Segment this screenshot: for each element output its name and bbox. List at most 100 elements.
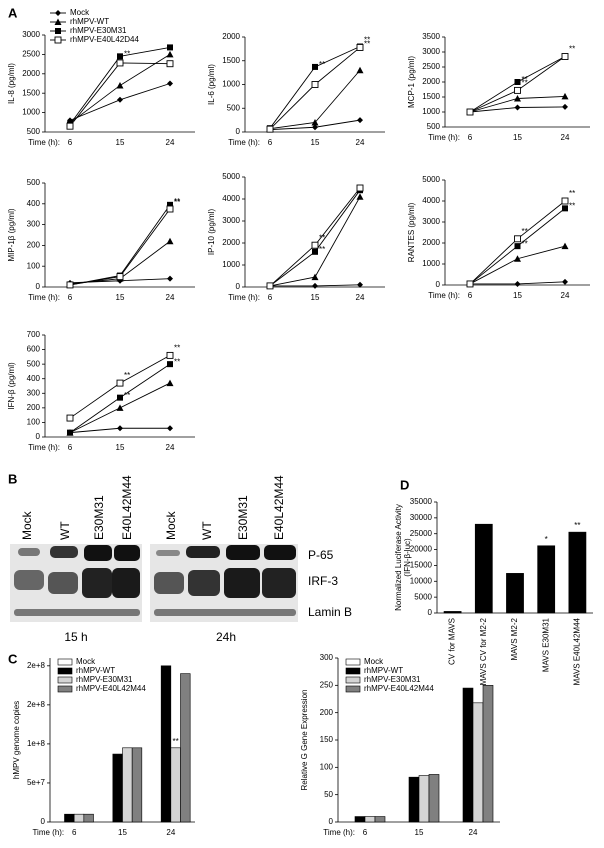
x-tick-label: 24 — [356, 293, 365, 302]
marker — [166, 351, 174, 359]
y-tick-label: 200 — [27, 241, 41, 250]
bar — [443, 611, 462, 614]
legend-swatch — [345, 685, 361, 693]
legend-label: rhMPV-WT — [76, 666, 115, 675]
y-tick-label: 0 — [428, 608, 433, 617]
y-tick-label: 200 — [27, 403, 41, 412]
y-tick-label: 1e+8 — [27, 739, 46, 748]
marker — [117, 425, 123, 432]
bar — [64, 813, 75, 823]
bar — [131, 747, 143, 823]
y-tick-label: 30000 — [410, 513, 433, 522]
marker — [67, 429, 73, 436]
marker — [514, 255, 521, 262]
x-tick-label: 6 — [68, 138, 73, 147]
time-label: 15 h — [64, 630, 87, 644]
legend-label: rhMPV-E30M31 — [70, 26, 127, 35]
y-tick-label: 25000 — [410, 529, 433, 538]
legend-label: rhMPV-E30M31 — [364, 675, 421, 684]
lane-label: E40L42M44 — [120, 475, 134, 540]
x-tick-label: 15 — [116, 293, 125, 302]
marker — [117, 394, 123, 401]
band — [156, 550, 180, 556]
marker — [514, 95, 521, 102]
y-tick-label: 300 — [27, 220, 41, 229]
x-tick-label: 15 — [513, 133, 522, 142]
y-axis-label: RANTES (pg/ml) — [407, 202, 416, 262]
significance: ** — [522, 75, 528, 84]
y-axis-label: hMPV genome copies — [12, 701, 21, 779]
y-tick-label: 2000 — [422, 238, 440, 247]
legend-label: Mock — [364, 657, 384, 666]
band — [14, 609, 140, 616]
x-tick-label: 6 — [68, 293, 73, 302]
x-tick-label: MAVS M2-2 — [510, 617, 519, 660]
y-tick-label: 2000 — [222, 32, 240, 41]
bar — [428, 774, 440, 823]
y-tick-label: 2e+8 — [27, 700, 46, 709]
significance: ** — [174, 344, 180, 353]
panel-label: C — [8, 651, 18, 666]
panel-label: D — [400, 477, 409, 492]
legend-swatch — [57, 667, 73, 675]
significance: ** — [364, 40, 370, 49]
x-tick-label: MAVS E40L42M44 — [573, 617, 582, 685]
x-axis-label: Time (h): — [228, 138, 260, 147]
y-axis-label: IL-6 (pg/ml) — [207, 64, 216, 105]
y-axis-label: IL-8 (pg/ml) — [7, 63, 16, 104]
y-axis-label: IFN-β (pg/ml) — [7, 362, 16, 410]
marker — [357, 117, 363, 124]
significance: ** — [522, 227, 528, 236]
marker — [166, 379, 174, 387]
marker — [561, 242, 569, 250]
significance: ** — [319, 233, 325, 242]
series-line — [269, 187, 361, 287]
y-tick-label: 500 — [227, 103, 241, 112]
significance: ** — [319, 245, 325, 254]
marker — [356, 184, 364, 192]
x-tick-label: 24 — [561, 133, 570, 142]
marker — [312, 282, 318, 289]
bar — [83, 813, 94, 823]
marker — [311, 241, 319, 249]
y-tick-label: 1000 — [222, 80, 240, 89]
bar — [122, 747, 133, 823]
x-tick-label: 15 — [116, 443, 125, 452]
panel-label: B — [8, 471, 17, 486]
series-line — [69, 62, 171, 127]
y-tick-label: 0 — [236, 282, 241, 291]
marker — [561, 53, 569, 60]
x-tick-label: 6 — [268, 293, 273, 302]
marker — [116, 404, 124, 411]
marker — [116, 273, 124, 281]
bar — [474, 523, 493, 614]
y-tick-label: 400 — [27, 199, 41, 208]
band — [186, 546, 220, 558]
marker — [312, 63, 318, 70]
y-tick-label: 300 — [320, 653, 334, 662]
y-tick-label: 35000 — [410, 497, 433, 506]
y-tick-label: 700 — [27, 330, 41, 339]
band — [226, 545, 260, 560]
bar — [408, 776, 420, 823]
significance: * — [545, 535, 548, 544]
legend-label: Mock — [70, 8, 90, 17]
x-tick-label: 24 — [166, 443, 175, 452]
lane-label: WT — [58, 521, 72, 540]
band — [82, 568, 112, 598]
bar — [537, 545, 556, 614]
x-tick-label: 24 — [166, 828, 175, 837]
x-tick-label: 24 — [166, 138, 175, 147]
band — [224, 568, 260, 598]
marker — [311, 273, 319, 281]
y-tick-label: 3500 — [422, 32, 440, 41]
significance: ** — [174, 198, 180, 207]
y-tick-label: 0 — [329, 817, 334, 826]
lane-label: E40L42M44 — [272, 475, 286, 540]
bar — [418, 775, 430, 823]
y-tick-label: 1500 — [422, 92, 440, 101]
y-tick-label: 500 — [427, 122, 441, 131]
legend-swatch — [345, 658, 361, 666]
y-tick-label: 150 — [320, 735, 334, 744]
